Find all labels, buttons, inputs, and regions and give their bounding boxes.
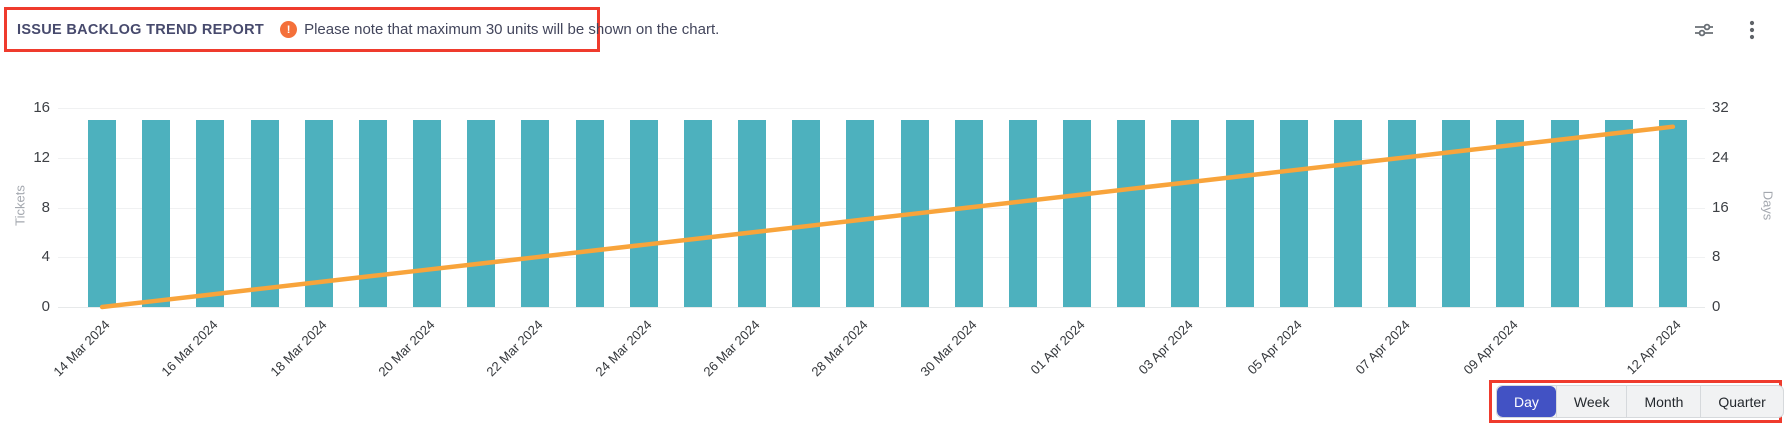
note-text: Please note that maximum 30 units will b… <box>304 21 720 38</box>
left-axis-tick: 16 <box>33 99 50 116</box>
report-header: ISSUE BACKLOG TREND REPORT ! Please note… <box>4 7 719 52</box>
bar[interactable] <box>1333 120 1362 307</box>
bar[interactable] <box>1225 120 1254 307</box>
bar[interactable] <box>629 120 658 307</box>
period-month-button[interactable]: Month <box>1626 386 1700 417</box>
bar[interactable] <box>575 120 604 307</box>
kebab-menu-icon[interactable] <box>1738 16 1766 44</box>
bar[interactable] <box>1063 120 1092 307</box>
bar[interactable] <box>250 120 279 307</box>
bar[interactable] <box>142 120 171 307</box>
bar[interactable] <box>1550 120 1579 307</box>
page-title: ISSUE BACKLOG TREND REPORT <box>17 21 265 38</box>
bar[interactable] <box>792 120 821 307</box>
left-axis-tick: 4 <box>41 248 50 266</box>
bar[interactable] <box>521 120 550 307</box>
right-axis-label: Days <box>1760 190 1776 221</box>
bar[interactable] <box>1008 120 1037 307</box>
period-day-button[interactable]: Day <box>1497 386 1556 417</box>
x-axis-label: 28 Mar 2024 <box>808 317 872 380</box>
bar[interactable] <box>1442 120 1471 307</box>
right-axis-tick: 24 <box>1712 148 1729 166</box>
x-axis-label: 22 Mar 2024 <box>483 317 547 380</box>
bar[interactable] <box>467 120 496 307</box>
x-axis-label: 09 Apr 2024 <box>1460 317 1522 378</box>
bar[interactable] <box>1117 120 1146 307</box>
bar[interactable] <box>1496 120 1525 307</box>
x-axis-label: 26 Mar 2024 <box>700 317 763 380</box>
right-axis-tick: 32 <box>1712 99 1729 116</box>
right-axis-tick: 0 <box>1712 298 1721 315</box>
left-axis-tick: 0 <box>41 298 50 315</box>
bar[interactable] <box>683 120 712 307</box>
x-axis-label: 20 Mar 2024 <box>375 317 438 380</box>
bar[interactable] <box>900 120 929 307</box>
bar[interactable] <box>413 120 442 307</box>
left-axis-tick: 8 <box>41 198 50 216</box>
gridline <box>58 307 1705 308</box>
period-week-button[interactable]: Week <box>1555 386 1627 417</box>
left-axis-label: Tickets <box>12 185 28 226</box>
warning-icon: ! <box>280 21 298 38</box>
bar[interactable] <box>358 120 387 307</box>
right-axis-tick: 16 <box>1712 198 1729 216</box>
x-axis-label: 03 Apr 2024 <box>1135 317 1197 378</box>
x-axis-label: 24 Mar 2024 <box>592 317 655 380</box>
bar[interactable] <box>1388 120 1417 307</box>
x-axis-label: 01 Apr 2024 <box>1027 317 1088 378</box>
gridline <box>58 108 1705 109</box>
x-axis-label: 18 Mar 2024 <box>267 317 330 380</box>
bar[interactable] <box>1604 120 1633 307</box>
left-axis-tick: 12 <box>33 148 50 166</box>
x-axis-label: 30 Mar 2024 <box>917 317 980 380</box>
bar[interactable] <box>954 120 983 307</box>
x-axis-label: 14 Mar 2024 <box>50 317 113 380</box>
bar[interactable] <box>1279 120 1308 307</box>
x-axis-label: 16 Mar 2024 <box>158 317 222 380</box>
max-units-note: ! Please note that maximum 30 units will… <box>280 21 719 38</box>
period-toggle-group: Day Week Month Quarter <box>1496 385 1784 418</box>
bar[interactable] <box>738 120 767 307</box>
toolbar <box>1690 16 1766 44</box>
bar[interactable] <box>304 120 333 307</box>
right-axis-tick: 8 <box>1712 248 1721 266</box>
x-axis-label: 07 Apr 2024 <box>1352 317 1413 378</box>
x-axis-label: 05 Apr 2024 <box>1244 317 1305 378</box>
bar[interactable] <box>1171 120 1200 307</box>
bar[interactable] <box>1658 120 1687 307</box>
x-axis-label: 12 Apr 2024 <box>1623 317 1684 378</box>
bar[interactable] <box>196 120 225 307</box>
filter-sliders-icon[interactable] <box>1690 16 1718 44</box>
bar[interactable] <box>88 120 117 307</box>
period-quarter-button[interactable]: Quarter <box>1700 386 1782 417</box>
bar[interactable] <box>846 120 875 307</box>
